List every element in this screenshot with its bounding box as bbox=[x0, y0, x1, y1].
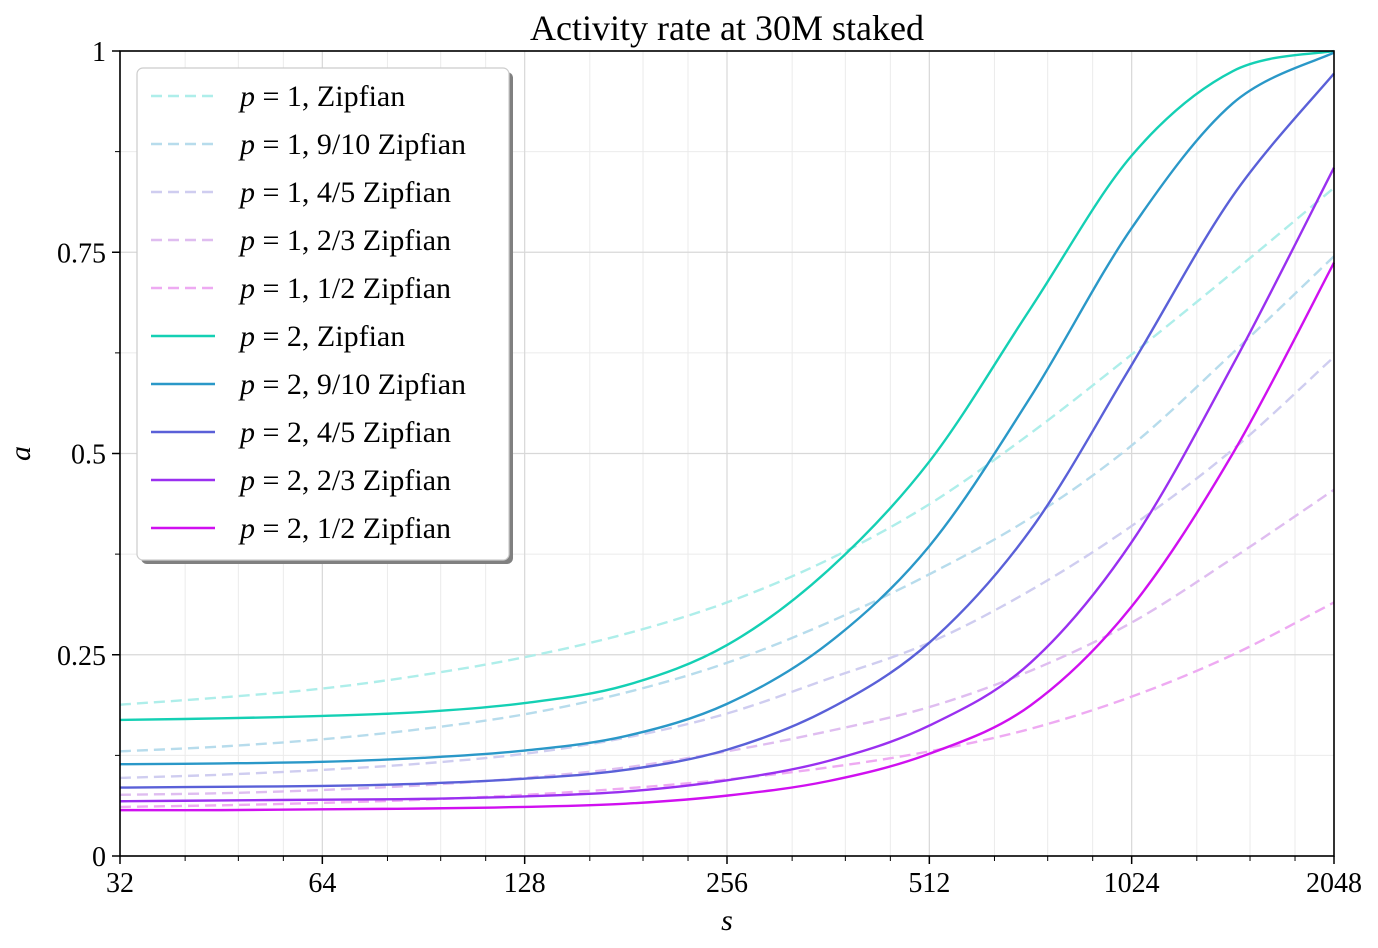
x-tick-label: 2048 bbox=[1306, 868, 1362, 899]
legend-entry-label: p = 2, Zipfian bbox=[238, 320, 405, 353]
legend-entry-label: p = 1, 1/2 Zipfian bbox=[238, 272, 451, 305]
series-line-p2-6 bbox=[119, 51, 1335, 766]
series-line-p1-1 bbox=[119, 255, 1335, 753]
y-tick-label: 0 bbox=[92, 842, 106, 873]
series-line-p2-7 bbox=[119, 72, 1335, 789]
series-lines bbox=[119, 49, 1336, 812]
x-tick-label: 32 bbox=[106, 868, 134, 899]
x-tick-label: 1024 bbox=[1104, 868, 1160, 899]
axis-ticks: 32 64 128 256 512 1024 2048 0 0.25 0.5 0.75 1 bbox=[57, 37, 1362, 899]
legend-entry-label: p = 2, 9/10 Zipfian bbox=[238, 368, 466, 401]
legend: p = 1, Zipfian p = 1, 9/10 Zipfian p = 1, … bbox=[136, 67, 513, 564]
legend-entry-label: p = 1, 2/3 Zipfian bbox=[238, 224, 451, 257]
legend-entry-label: p = 1, Zipfian bbox=[238, 80, 405, 113]
x-tick-label: 256 bbox=[706, 868, 748, 899]
series-line-p2-9 bbox=[119, 262, 1336, 812]
series-line-p1-0 bbox=[119, 186, 1335, 706]
series-line-p2-8 bbox=[119, 167, 1336, 803]
x-tick-label: 64 bbox=[308, 868, 336, 899]
legend-entry-label: p = 1, 4/5 Zipfian bbox=[238, 176, 451, 209]
series-line-p2-5 bbox=[119, 49, 1335, 722]
series-line-p1-4 bbox=[119, 601, 1335, 809]
legend-entry-label: p = 2, 1/2 Zipfian bbox=[238, 512, 451, 545]
y-axis-label: a bbox=[4, 446, 37, 461]
chart-title: Activity rate at 30M staked bbox=[530, 8, 924, 48]
y-tick-label: 1 bbox=[92, 37, 106, 68]
y-tick-label: 0.5 bbox=[71, 440, 106, 471]
y-tick-label: 0.25 bbox=[57, 641, 106, 672]
legend-entry-label: p = 2, 2/3 Zipfian bbox=[238, 464, 451, 497]
legend-entry-label: p = 1, 9/10 Zipfian bbox=[238, 128, 466, 161]
x-tick-label: 128 bbox=[504, 868, 546, 899]
x-axis-label: s bbox=[721, 904, 733, 937]
series-line-p1-2 bbox=[119, 356, 1335, 780]
legend-entry-label: p = 2, 4/5 Zipfian bbox=[238, 416, 451, 449]
legend-box bbox=[136, 67, 510, 561]
x-tick-label: 512 bbox=[908, 868, 950, 899]
y-tick-label: 0.75 bbox=[57, 238, 106, 269]
